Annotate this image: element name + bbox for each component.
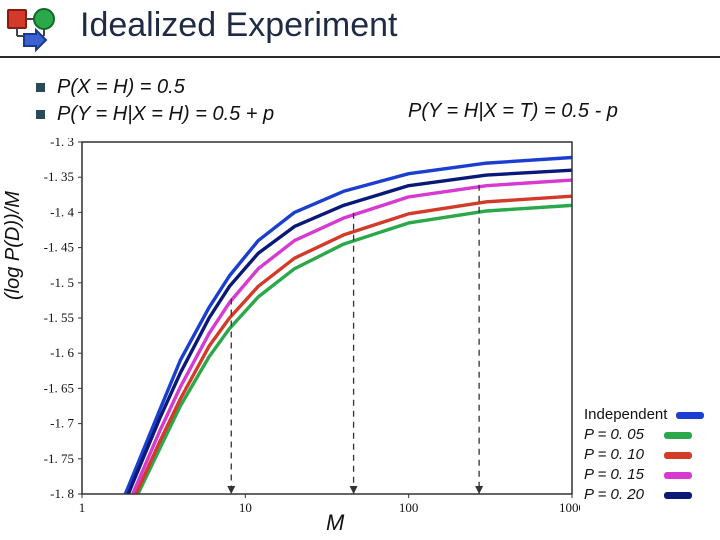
legend-item: P = 0. 05 [584,425,704,445]
svg-text:1000: 1000 [559,500,580,515]
bullet-item: P(X = H) = 0.5 [36,76,274,99]
svg-text:100: 100 [399,500,419,515]
svg-text:-1. 5: -1. 5 [50,275,74,290]
bullet-text: P(Y = H|X = H) = 0.5 + p [57,103,274,126]
bullet-text: P(X = H) = 0.5 [57,76,185,99]
legend-label: P = 0. 20 [584,485,660,505]
legend-swatch [664,452,692,459]
bullet-marker [36,110,45,119]
title-bar: Idealized Experiment [0,0,720,62]
legend-swatch [664,472,692,479]
legend-title: Independent [584,406,704,423]
svg-text:-1. 8: -1. 8 [50,486,74,501]
legend-swatch [676,412,704,419]
svg-text:-1. 6: -1. 6 [50,345,74,360]
legend-label: P = 0. 10 [584,445,660,465]
slide-root: Idealized Experiment P(X = H) = 0.5 P(Y … [0,0,720,540]
legend: Independent P = 0. 05P = 0. 10P = 0. 15P… [584,406,704,505]
svg-text:-1. 75: -1. 75 [44,451,74,466]
svg-text:-1. 35: -1. 35 [44,169,74,184]
legend-item: P = 0. 10 [584,445,704,465]
right-equation: P(Y = H|X = T) = 0.5 - p [408,100,618,123]
legend-item: P = 0. 15 [584,465,704,485]
svg-text:-1. 4: -1. 4 [50,204,74,219]
chart-svg: -1. 3 -1. 35 -1. 4 -1. 45 -1. 5 -1. 55 -1. 6 -1… [20,138,580,528]
svg-text:-1. 3: -1. 3 [50,138,74,149]
slide-icon [6,6,62,54]
slide-title: Idealized Experiment [80,6,398,45]
chart-area: -1. 3 -1. 35 -1. 4 -1. 45 -1. 5 -1. 55 -1. 6 -1… [20,138,580,528]
svg-text:1: 1 [79,500,86,515]
bullet-item: P(Y = H|X = H) = 0.5 + p [36,103,274,126]
legend-swatch [664,432,692,439]
svg-text:-1. 65: -1. 65 [44,380,74,395]
svg-text:-1. 45: -1. 45 [44,240,74,255]
svg-text:-1. 7: -1. 7 [50,416,74,431]
legend-swatch [664,492,692,499]
legend-item: P = 0. 20 [584,485,704,505]
svg-text:-1. 55: -1. 55 [44,310,74,325]
title-underline [0,56,720,58]
svg-text:10: 10 [239,500,252,515]
bullet-list: P(X = H) = 0.5 P(Y = H|X = H) = 0.5 + p [36,76,274,130]
bullet-marker [36,83,45,92]
legend-label: P = 0. 15 [584,465,660,485]
legend-label: P = 0. 05 [584,425,660,445]
